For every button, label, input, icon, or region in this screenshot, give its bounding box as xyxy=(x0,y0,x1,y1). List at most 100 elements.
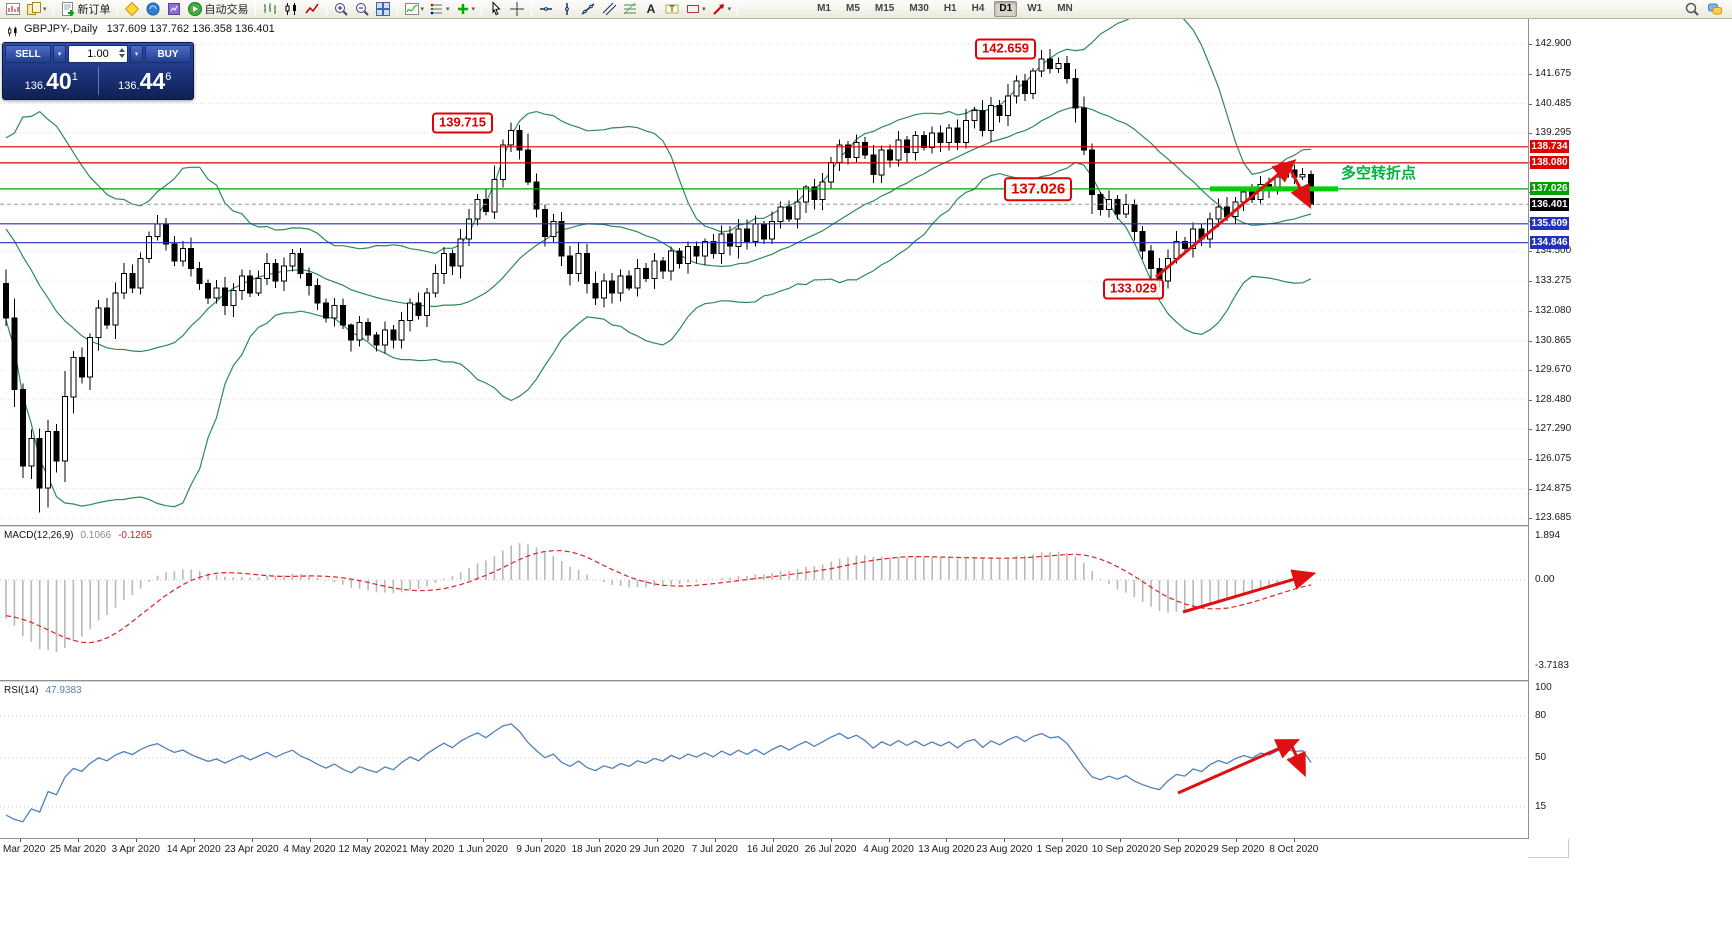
date-label: 18 Jun 2020 xyxy=(571,844,627,855)
search-button[interactable] xyxy=(1682,1,1702,18)
timeframe-M1[interactable]: M1 xyxy=(812,1,836,17)
hline-icon xyxy=(540,7,553,11)
pane-separator[interactable] xyxy=(0,680,1569,682)
macd-name: MACD(12,26,9) xyxy=(4,530,74,541)
date-label: 3 Apr 2020 xyxy=(111,844,160,855)
date-label: 7 Jul 2020 xyxy=(691,844,738,855)
chart-line-button[interactable] xyxy=(302,1,322,18)
tile-windows-button[interactable] xyxy=(373,1,393,18)
price-label: 139.295 xyxy=(1535,126,1572,138)
price-label: 133.275 xyxy=(1535,275,1572,287)
scale-tick xyxy=(1529,399,1532,401)
shapes-icon xyxy=(687,5,700,13)
date-label: 20 Sep 2020 xyxy=(1149,844,1207,855)
pane-separator[interactable] xyxy=(0,525,1569,527)
volume-spinner[interactable] xyxy=(119,48,125,58)
timeframe-H1[interactable]: H1 xyxy=(939,1,962,17)
date-label: 8 Oct 2020 xyxy=(1269,844,1319,855)
timeframe-H4[interactable]: H4 xyxy=(967,1,990,17)
chart-bars-button[interactable] xyxy=(260,1,280,18)
scale-tick xyxy=(541,839,543,842)
scale-tick xyxy=(367,839,369,842)
toolbar-separator xyxy=(52,2,54,16)
metaeditor-button[interactable] xyxy=(122,1,142,18)
svg-text:T: T xyxy=(669,4,675,14)
objects-list-button[interactable]: ▾ xyxy=(427,1,452,18)
date-label: 12 May 2020 xyxy=(338,844,397,855)
channel-button[interactable] xyxy=(599,1,619,18)
rsi-scale-label: 80 xyxy=(1535,710,1547,721)
timeframe-M30[interactable]: M30 xyxy=(904,1,933,17)
date-label: 4 Aug 2020 xyxy=(863,844,914,855)
arrows-tool-icon xyxy=(712,4,724,15)
scale-tick xyxy=(1529,251,1532,253)
vline-button[interactable] xyxy=(557,1,577,18)
timeframe-D1[interactable]: D1 xyxy=(994,1,1018,17)
scale-tick xyxy=(1062,839,1064,842)
zoom-in-button[interactable] xyxy=(331,1,351,18)
trendline-button[interactable] xyxy=(578,1,598,18)
hline-button[interactable] xyxy=(536,1,556,18)
indicators-button[interactable]: ▾ xyxy=(402,1,427,18)
profiles-icon xyxy=(27,2,41,15)
profiles-button[interactable]: ▾ xyxy=(24,1,49,18)
cursor-button[interactable] xyxy=(486,1,506,18)
dropdown-arrow-icon: ▾ xyxy=(727,6,732,13)
shapes-button[interactable]: ▾ xyxy=(683,1,708,18)
volume-value: 1.00 xyxy=(87,48,109,60)
volume-input[interactable]: 1.00 xyxy=(68,45,128,63)
new-chart-icon xyxy=(6,3,20,15)
fibonacci-button[interactable] xyxy=(620,1,640,18)
dropdown-arrow-icon: ▾ xyxy=(420,6,425,13)
vline-icon xyxy=(565,3,569,15)
timeframe-M15[interactable]: M15 xyxy=(870,1,899,17)
zoom-out-icon xyxy=(355,3,369,16)
community-button[interactable] xyxy=(1705,1,1725,18)
text-label-button[interactable]: T xyxy=(662,1,682,18)
dropdown-arrow-icon: ▾ xyxy=(43,6,47,13)
add-indicator-button[interactable]: ▾ xyxy=(453,1,478,18)
sell-button[interactable]: SELL xyxy=(5,45,51,63)
date-label: 16 Jul 2020 xyxy=(746,844,799,855)
one-click-trade-panel: SELL ▾ 1.00 ▾ BUY 136.401 136.446 xyxy=(2,42,194,100)
arrows-tool-button[interactable]: ▾ xyxy=(709,1,734,18)
buy-button[interactable]: BUY xyxy=(145,45,191,63)
scale-tick xyxy=(888,839,890,842)
timeframe-MN[interactable]: MN xyxy=(1052,1,1078,17)
indicators-icon xyxy=(404,3,419,15)
macd-pane[interactable] xyxy=(0,527,1528,680)
tester-button[interactable] xyxy=(164,1,184,18)
price-label: 127.290 xyxy=(1535,423,1572,435)
community-icon xyxy=(1708,3,1722,15)
date-label: 29 Jun 2020 xyxy=(629,844,685,855)
autotrading-button[interactable]: 自动交易 xyxy=(185,1,251,18)
text-button[interactable]: A xyxy=(641,1,661,18)
scale-tick xyxy=(1529,340,1532,342)
terminal-button[interactable] xyxy=(143,1,163,18)
price-scale[interactable]: 142.900 141.675 140.485 139.295 134.500 133.2… xyxy=(1528,19,1572,839)
rsi-pane[interactable] xyxy=(0,682,1528,838)
svg-text:A: A xyxy=(647,2,656,16)
timeframe-M5[interactable]: M5 xyxy=(841,1,865,17)
autotrading-icon xyxy=(187,2,202,16)
buy-options-dropdown[interactable]: ▾ xyxy=(130,45,143,63)
price-chart-pane[interactable] xyxy=(0,19,1528,525)
timeframe-W1[interactable]: W1 xyxy=(1022,1,1047,17)
scale-tick xyxy=(1529,103,1532,105)
zoom-out-button[interactable] xyxy=(352,1,372,18)
channel-icon xyxy=(602,2,617,16)
date-label: 23 Aug 2020 xyxy=(976,844,1033,855)
toolbar-separator xyxy=(481,2,483,16)
crosshair-button[interactable] xyxy=(507,1,527,18)
chart-candles-button[interactable] xyxy=(281,1,301,18)
date-label: 29 Sep 2020 xyxy=(1207,844,1265,855)
new-chart-button[interactable] xyxy=(3,1,23,18)
sell-options-dropdown[interactable]: ▾ xyxy=(53,45,66,63)
price-label: 134.500 xyxy=(1535,245,1572,257)
ask-price: 136.446 xyxy=(118,67,172,94)
price-label: 126.075 xyxy=(1535,453,1572,464)
price-line-label: 138.080 xyxy=(1530,156,1569,170)
new-order-button[interactable]: 新订单 xyxy=(58,1,113,18)
